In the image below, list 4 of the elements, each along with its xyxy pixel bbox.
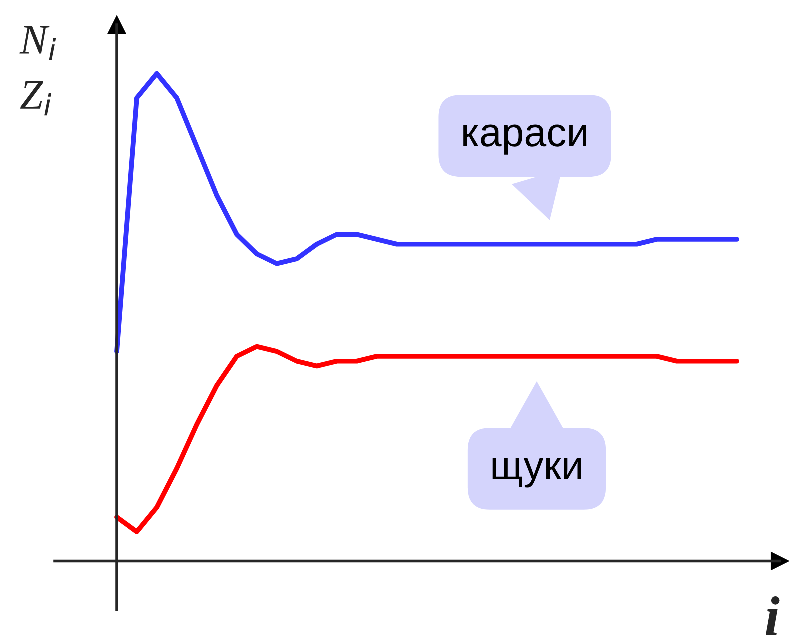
y-axis-title: N$_{i}$ Z$_{i}$ [20, 26, 56, 116]
text: караси [464, 124, 586, 155]
x-axis-title: i [766, 596, 780, 636]
text: щуки [492, 458, 582, 488]
